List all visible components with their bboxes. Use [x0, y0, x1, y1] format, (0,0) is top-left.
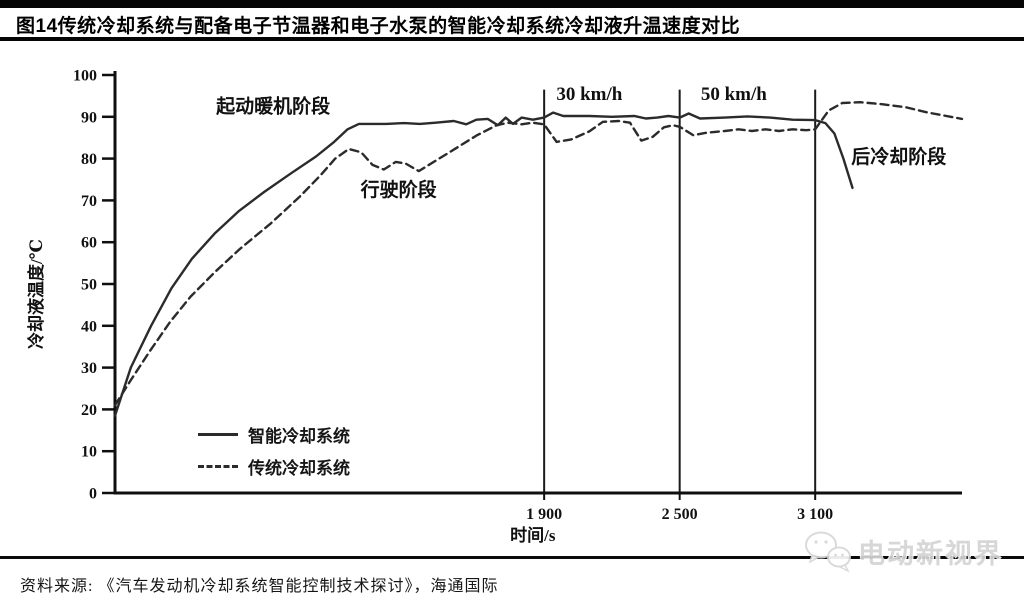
title-divider [0, 37, 1024, 41]
y-tick-label-70: 70 [81, 193, 97, 210]
y-tick-label-20: 20 [81, 402, 97, 419]
legend-label-traditional: 传统冷却系统 [248, 459, 350, 478]
y-tick-label-50: 50 [81, 277, 97, 294]
figure-title: 图14传统冷却系统与配备电子节温器和电子水泵的智能冷却系统冷却液升温速度对比 [16, 16, 741, 37]
chart-canvas: 0 10 20 30 40 50 60 70 80 90 100 1 900 2 500 3 100 时间/… [26, 68, 964, 545]
annotation-3: 50 km/h [701, 84, 767, 105]
bottom-divider [0, 556, 1024, 559]
x-tick-label-3100: 3 100 [797, 506, 833, 523]
x-axis-label: 时间/s [510, 525, 556, 545]
y-tick-label-100: 100 [73, 68, 97, 85]
annotation-2: 30 km/h [556, 84, 622, 105]
watermark-text: 电动新视界 [858, 538, 1003, 569]
x-tick-label-1900: 1 900 [526, 506, 562, 523]
x-tick-label-2500: 2 500 [662, 506, 698, 523]
legend-label-smart: 智能冷却系统 [248, 427, 350, 446]
dashed-line-sample-icon [198, 465, 238, 468]
chart-legend: 智能冷却系统 传统冷却系统 [198, 422, 350, 479]
annotation-4: 后冷却阶段 [851, 145, 947, 168]
wechat-bubbles-icon [805, 531, 851, 573]
solid-line-sample-icon [198, 433, 238, 436]
y-tick-label-10: 10 [81, 444, 97, 461]
y-axis-label: 冷却液温度/℃ [26, 239, 46, 349]
line-chart: 0 10 20 30 40 50 60 70 80 90 100 1 900 2 500 3 100 时间/… [0, 44, 1024, 558]
legend-item-traditional: 传统冷却系统 [198, 454, 350, 479]
watermark: 电动新视界 [802, 528, 1003, 574]
y-tick-label-30: 30 [81, 360, 97, 377]
y-tick-label-80: 80 [81, 151, 97, 168]
series-dashed [113, 101, 964, 407]
source-citation: 资料来源: 《汽车发动机冷却系统智能控制技术探讨》，海通国际 [20, 578, 499, 595]
annotation-1: 行驶阶段 [360, 178, 438, 201]
y-tick-label-0: 0 [89, 486, 97, 503]
series-solid [113, 111, 854, 417]
top-border-bar [0, 0, 1024, 8]
y-tick-label-40: 40 [81, 318, 97, 335]
y-tick-label-90: 90 [81, 109, 97, 126]
y-tick-label-60: 60 [81, 235, 97, 252]
legend-item-smart: 智能冷却系统 [198, 422, 350, 447]
annotation-0: 起动暖机阶段 [215, 95, 331, 118]
